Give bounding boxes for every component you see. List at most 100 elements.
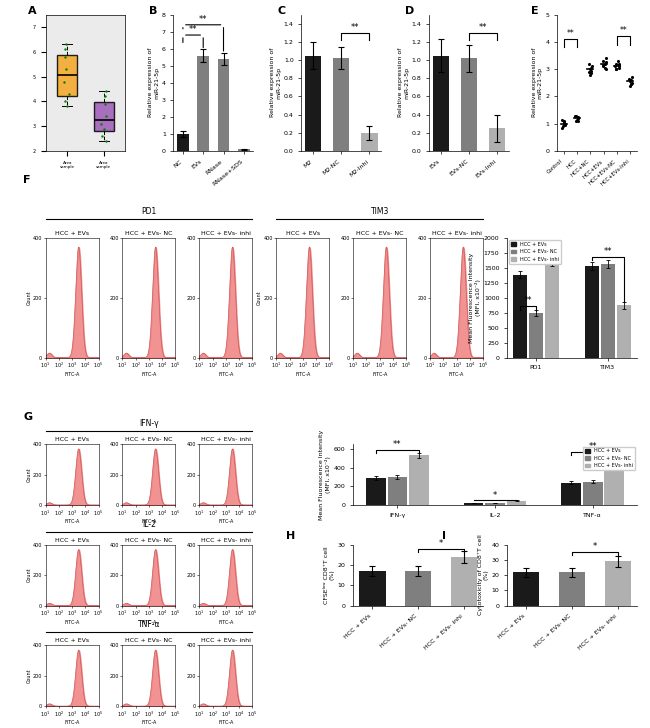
- Bar: [359, 571, 385, 606]
- Text: F: F: [23, 175, 31, 185]
- Bar: [409, 455, 429, 505]
- Text: D: D: [405, 7, 415, 16]
- Bar: [507, 501, 526, 505]
- Title: HCC + EVs- NC: HCC + EVs- NC: [356, 231, 404, 236]
- X-axis label: FITC-A: FITC-A: [64, 519, 80, 524]
- Point: [99, 90, 110, 102]
- Text: **: **: [393, 440, 402, 449]
- Point: [624, 73, 634, 84]
- Point: [626, 74, 636, 86]
- Y-axis label: Mean Fluorescence Intensity
(MFI, x10⁻²): Mean Fluorescence Intensity (MFI, x10⁻²): [469, 253, 481, 343]
- Point: [627, 77, 637, 89]
- Bar: [485, 503, 505, 505]
- Point: [586, 60, 597, 72]
- Point: [573, 112, 583, 124]
- Y-axis label: Mean Fluorescence Intensity
(MFI, x10⁻²): Mean Fluorescence Intensity (MFI, x10⁻²): [319, 430, 331, 520]
- X-axis label: FITC-A: FITC-A: [372, 372, 387, 377]
- Title: HCC + EVs- NC: HCC + EVs- NC: [125, 538, 173, 543]
- Point: [614, 62, 624, 74]
- Point: [557, 114, 567, 125]
- Text: G: G: [23, 412, 32, 422]
- PathPatch shape: [94, 102, 114, 130]
- Point: [614, 58, 624, 70]
- Point: [62, 100, 72, 112]
- Point: [611, 63, 621, 75]
- Bar: [545, 261, 559, 357]
- Bar: [559, 572, 585, 606]
- Text: **: **: [479, 23, 488, 32]
- Text: IFN-γ: IFN-γ: [139, 419, 159, 428]
- Title: HCC + EVs: HCC + EVs: [55, 438, 89, 443]
- Bar: [528, 313, 543, 357]
- Text: B: B: [150, 7, 158, 16]
- Y-axis label: Count: Count: [26, 290, 31, 305]
- Point: [571, 115, 581, 127]
- Bar: [366, 478, 386, 505]
- Point: [610, 60, 621, 72]
- Point: [598, 59, 608, 71]
- Bar: [177, 134, 188, 151]
- X-axis label: FITC-A: FITC-A: [218, 720, 233, 725]
- Point: [64, 88, 74, 100]
- Text: IL-2: IL-2: [142, 520, 156, 529]
- Bar: [387, 477, 408, 505]
- Point: [597, 60, 608, 72]
- Y-axis label: Count: Count: [26, 568, 31, 582]
- Point: [598, 55, 608, 67]
- Point: [585, 63, 595, 75]
- Bar: [463, 503, 484, 505]
- Point: [101, 86, 112, 98]
- Point: [573, 115, 583, 127]
- Point: [586, 68, 596, 79]
- Bar: [513, 274, 528, 357]
- Point: [557, 122, 567, 134]
- Text: TIM3: TIM3: [370, 207, 389, 215]
- Bar: [562, 483, 581, 505]
- Point: [60, 44, 70, 55]
- X-axis label: FITC-A: FITC-A: [449, 372, 464, 377]
- Point: [59, 76, 70, 87]
- Text: I: I: [442, 531, 446, 541]
- Point: [584, 58, 594, 70]
- X-axis label: FITC-A: FITC-A: [141, 519, 157, 524]
- Y-axis label: Relative expression of
miR-21-5p: Relative expression of miR-21-5p: [398, 48, 409, 117]
- Point: [625, 76, 635, 87]
- Bar: [333, 58, 350, 151]
- Title: HCC + EVs- NC: HCC + EVs- NC: [125, 231, 173, 236]
- Point: [572, 114, 582, 125]
- Point: [573, 112, 583, 124]
- Point: [61, 63, 72, 75]
- Point: [99, 98, 110, 110]
- Point: [570, 110, 580, 122]
- Point: [601, 63, 611, 75]
- Bar: [198, 55, 209, 151]
- Point: [559, 115, 569, 127]
- Point: [558, 118, 569, 130]
- Point: [61, 39, 72, 50]
- Point: [586, 65, 596, 76]
- Point: [558, 116, 569, 128]
- Point: [558, 121, 568, 132]
- Bar: [489, 128, 506, 151]
- Bar: [617, 305, 631, 357]
- Title: HCC + EVs: HCC + EVs: [55, 638, 89, 644]
- Point: [626, 79, 636, 90]
- Title: HCC + EVs- NC: HCC + EVs- NC: [125, 438, 173, 443]
- X-axis label: FITC-A: FITC-A: [218, 372, 233, 377]
- Bar: [513, 572, 540, 606]
- Bar: [218, 59, 229, 151]
- Text: *: *: [439, 539, 443, 548]
- Bar: [361, 132, 378, 151]
- Point: [599, 58, 610, 70]
- Bar: [583, 482, 603, 505]
- Text: *: *: [593, 542, 597, 551]
- Point: [614, 60, 624, 72]
- Bar: [604, 561, 631, 606]
- Point: [599, 62, 610, 74]
- Y-axis label: Relative expression of
miR-21-5p: Relative expression of miR-21-5p: [148, 48, 159, 117]
- X-axis label: FITC-A: FITC-A: [218, 519, 233, 524]
- Title: HCC + EVs: HCC + EVs: [286, 231, 320, 236]
- Bar: [461, 58, 477, 151]
- X-axis label: FITC-A: FITC-A: [64, 720, 80, 725]
- Point: [560, 119, 571, 131]
